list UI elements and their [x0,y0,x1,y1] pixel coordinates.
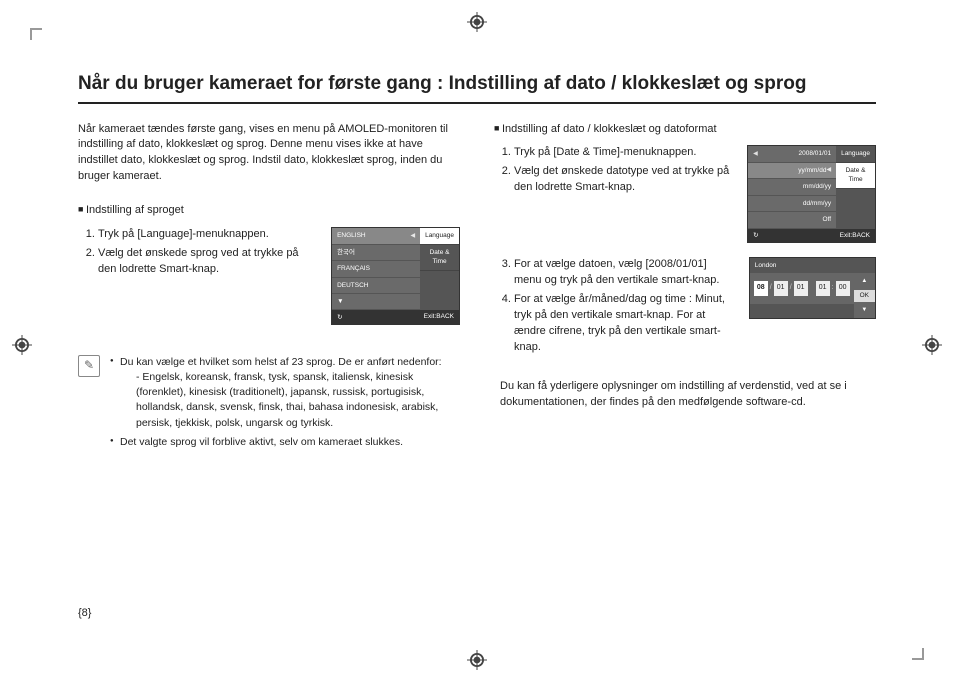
step: Tryk på [Date & Time]-menuknappen. [514,145,735,161]
section-head-datetime: Indstilling af dato / klokkeslæt og dato… [494,122,876,138]
side-tab: Date & Time [836,163,875,189]
step: For at vælge datoen, vælg [2008/01/01] m… [514,257,737,289]
page-content: Når du bruger kameraet for første gang :… [78,70,876,622]
note-icon: ✎ [78,355,100,377]
right-column: Indstilling af dato / klokkeslæt og dato… [494,122,876,455]
footer-text: Exit:BACK [424,312,454,321]
end-note: Du kan få yderligere oplysninger om inds… [494,379,876,411]
chevron-left-icon: ◀ [753,150,758,159]
note-sublist: - Engelsk, koreansk, fransk, tysk, spans… [120,370,460,431]
datetime-steps: Tryk på [Date & Time]-menuknappen. Vælg … [514,145,735,196]
footer-text: Exit:BACK [840,231,870,240]
chevron-up-icon: ▲ [861,277,867,286]
step: Tryk på [Language]-menuknappen. [98,227,319,243]
step: Vælg det ønskede datotype ved at trykke … [514,164,735,196]
intro-text: Når kameraet tændes første gang, vises e… [78,122,460,186]
step: Vælg det ønskede sprog ved at trykke på … [98,246,319,278]
menu-item: Off [823,215,832,224]
note-bullet: Du kan vælge et hvilket som helst af 23 … [120,356,442,368]
registration-mark-left [12,335,32,355]
menu-item: 2008/01/01 [799,149,832,158]
menu-item: FRANÇAIS [337,264,370,273]
ok-button: OK [854,290,875,301]
chevron-down-icon: ▼ [861,306,867,315]
date-edit-mockup: London 08/ 01/ 01 01: 00 [749,257,876,319]
menu-item: 한국어 [337,248,355,257]
menu-item: DEUTSCH [337,281,368,290]
crop-mark-tl [30,28,48,46]
side-tab: Date & Time [420,245,459,271]
refresh-icon: ↻ [337,313,345,321]
chevron-down-icon: ▼ [337,297,343,306]
date-cell: 01 [774,281,788,295]
side-tab: Language [836,146,875,162]
side-tab: Language [420,228,459,244]
date-cell: 00 [836,281,850,295]
date-cell: 01 [816,281,830,295]
chevron-left-icon: ◀ [410,232,415,241]
menu-item: dd/mm/yy [803,199,831,208]
menu-item: ENGLISH [337,231,366,240]
page-number: {8} [78,606,91,622]
note-box: ✎ Du kan vælge et hvilket som helst af 2… [78,355,460,454]
chevron-left-icon: ◀ [826,166,831,175]
language-steps: Tryk på [Language]-menuknappen. Vælg det… [98,227,319,278]
refresh-icon: ↻ [753,231,761,239]
section-head-language: Indstilling af sproget [78,203,460,219]
city-label: London [750,258,875,273]
datetime-steps-3-4: For at vælge datoen, vælg [2008/01/01] m… [514,257,737,356]
date-cell: 08 [754,281,768,295]
date-cell: 01 [794,281,808,295]
dateformat-menu-mockup: ◀2008/01/01 yy/mm/dd◀ mm/dd/yy dd/mm/yy … [747,145,876,243]
registration-mark-top [467,12,487,32]
menu-item: yy/mm/dd [798,166,826,175]
menu-item: mm/dd/yy [803,182,831,191]
left-column: Når kameraet tændes første gang, vises e… [78,122,460,455]
page-title: Når du bruger kameraet for første gang :… [78,70,876,104]
crop-mark-br [906,642,924,660]
note-bullet: Det valgte sprog vil forblive aktivt, se… [110,435,460,450]
language-menu-mockup: ENGLISH ◀ 한국어 FRANÇAIS DEUTSCH ▼ Language… [331,227,460,325]
registration-mark-bottom [467,650,487,670]
step: For at vælge år/måned/dag og time : Minu… [514,292,737,356]
registration-mark-right [922,335,942,355]
